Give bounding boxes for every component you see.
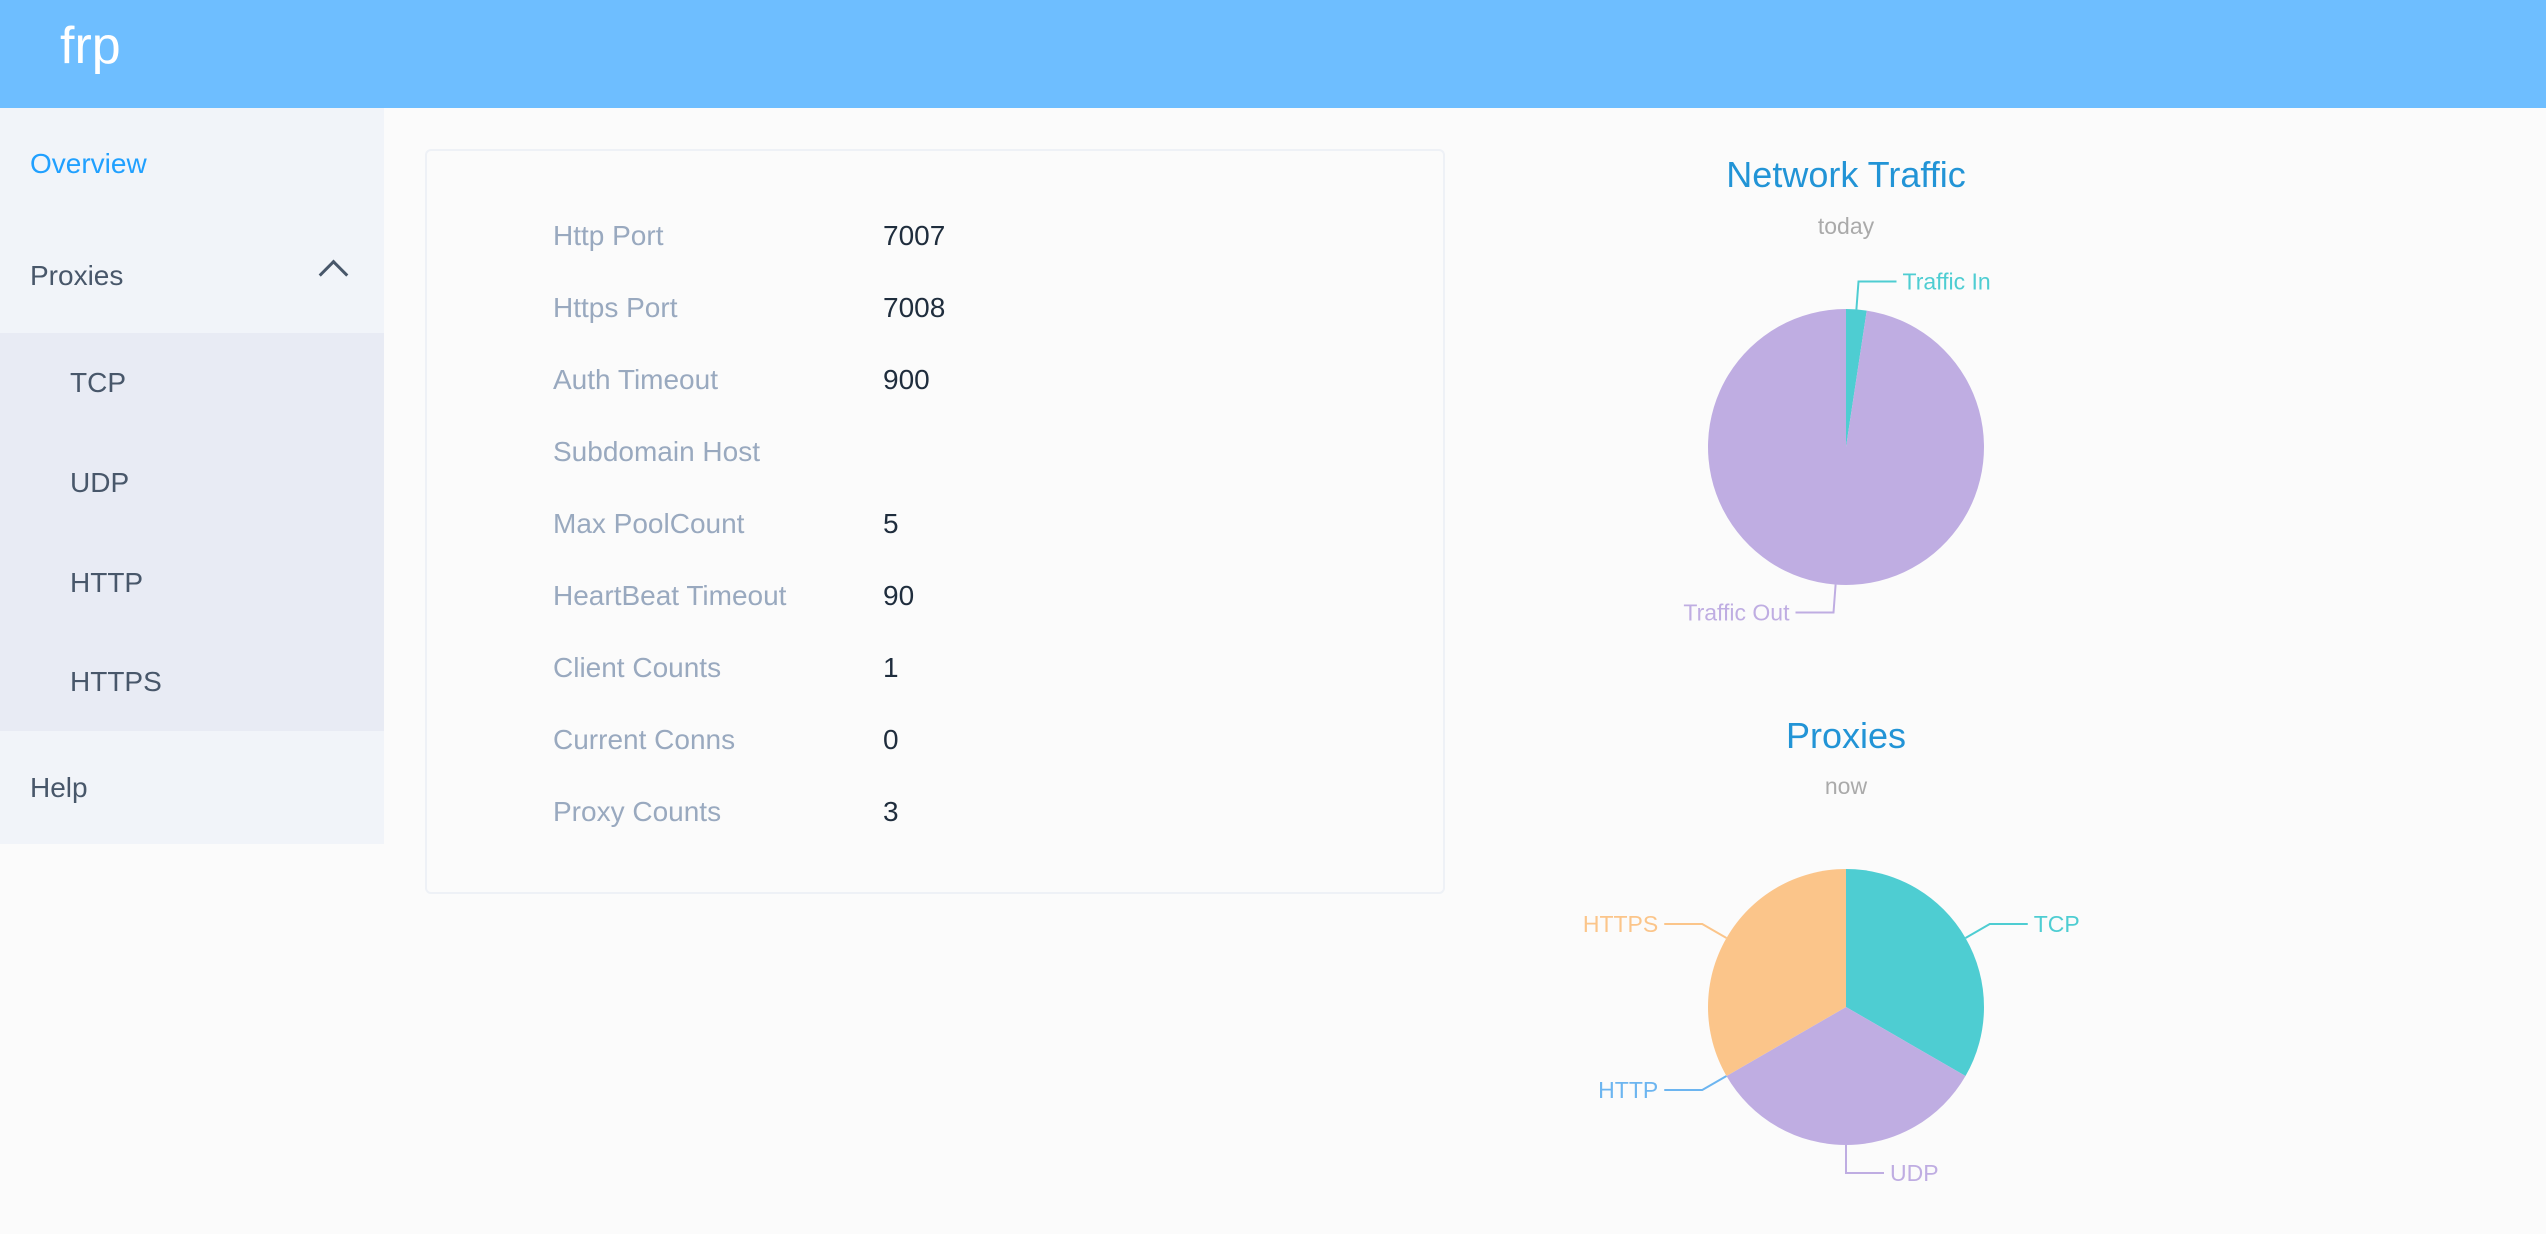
slice-label: HTTPS xyxy=(1583,911,1658,937)
sidebar-item-overview[interactable]: Overview xyxy=(30,148,147,179)
info-row: Proxy Counts 3 xyxy=(553,790,899,834)
sidebar-item-udp[interactable]: UDP xyxy=(70,467,130,498)
info-label: Subdomain Host xyxy=(553,436,761,467)
label-line xyxy=(1845,1145,1884,1174)
sidebar-item-proxies[interactable]: Proxies xyxy=(0,226,384,326)
label-line xyxy=(1664,923,1727,939)
label-line xyxy=(1664,1075,1727,1091)
server-info-card: Http Port 7007 Https Port 7008 Auth Timeout 9… xyxy=(425,149,1445,894)
info-label: Current Conns xyxy=(553,724,736,755)
pie-slice[interactable] xyxy=(1708,309,1984,585)
info-label: Client Counts xyxy=(553,652,722,683)
info-value: 1 xyxy=(883,652,899,683)
chart-title: Network Traffic xyxy=(1726,154,1965,195)
info-value: 7008 xyxy=(883,292,946,323)
info-row: HeartBeat Timeout 90 xyxy=(553,574,914,618)
info-label: Https Port xyxy=(553,292,678,323)
info-value: 3 xyxy=(883,796,899,827)
slice-label: Traffic In xyxy=(1903,268,1991,294)
info-label: Auth Timeout xyxy=(553,364,718,395)
info-row: Http Port 7007 xyxy=(553,214,945,258)
chart-subtitle: today xyxy=(1818,213,1875,239)
info-label: HeartBeat Timeout xyxy=(553,580,787,611)
sidebar: Overview Proxies TCP UDP HTTP HTTPS Help xyxy=(0,108,384,844)
chart-subtitle: now xyxy=(1825,773,1868,799)
info-row: Https Port 7008 xyxy=(553,286,945,330)
slice-label: UDP xyxy=(1890,1160,1939,1186)
info-row: Subdomain Host xyxy=(553,430,883,474)
info-value: 0 xyxy=(883,724,899,755)
info-label: Http Port xyxy=(553,220,664,251)
chart-title: Proxies xyxy=(1786,715,1906,756)
info-value: 5 xyxy=(883,508,899,539)
slice-label: HTTP xyxy=(1598,1077,1658,1103)
pie-slice[interactable] xyxy=(1726,1007,1966,1146)
info-row: Auth Timeout 900 xyxy=(553,358,930,402)
info-label: Max PoolCount xyxy=(553,508,745,539)
info-label: Proxy Counts xyxy=(553,796,722,827)
info-row: Max PoolCount 5 xyxy=(553,502,899,546)
chevron-up-icon xyxy=(318,259,349,290)
slice-label: TCP xyxy=(2034,911,2080,937)
sidebar-item-https[interactable]: HTTPS xyxy=(70,666,162,697)
proxies-submenu: TCP UDP HTTP HTTPS xyxy=(0,333,384,731)
info-row: Current Conns 0 xyxy=(553,718,899,762)
pie-slice[interactable] xyxy=(1846,869,1984,1076)
slice-label: Traffic Out xyxy=(1683,600,1790,626)
logo: frp xyxy=(60,17,121,75)
top-header: frp xyxy=(0,0,2546,108)
info-row: Client Counts 1 xyxy=(553,646,899,690)
label-line xyxy=(1855,280,1897,310)
label-line xyxy=(1965,923,2028,939)
sidebar-item-http[interactable]: HTTP xyxy=(70,567,144,598)
info-value: 900 xyxy=(883,364,930,395)
sidebar-item-label: Proxies xyxy=(30,260,124,291)
pie-slice[interactable] xyxy=(1846,309,1867,447)
sidebar-item-help[interactable]: Help xyxy=(30,772,88,803)
pie-slice[interactable] xyxy=(1708,869,1846,1076)
info-value: 7007 xyxy=(883,220,946,251)
charts-area: Network Traffic today Traffic In Traffic Ou… xyxy=(1583,154,2080,1186)
label-line xyxy=(1795,584,1837,614)
sidebar-item-tcp[interactable]: TCP xyxy=(70,367,126,398)
info-value: 90 xyxy=(883,580,915,611)
